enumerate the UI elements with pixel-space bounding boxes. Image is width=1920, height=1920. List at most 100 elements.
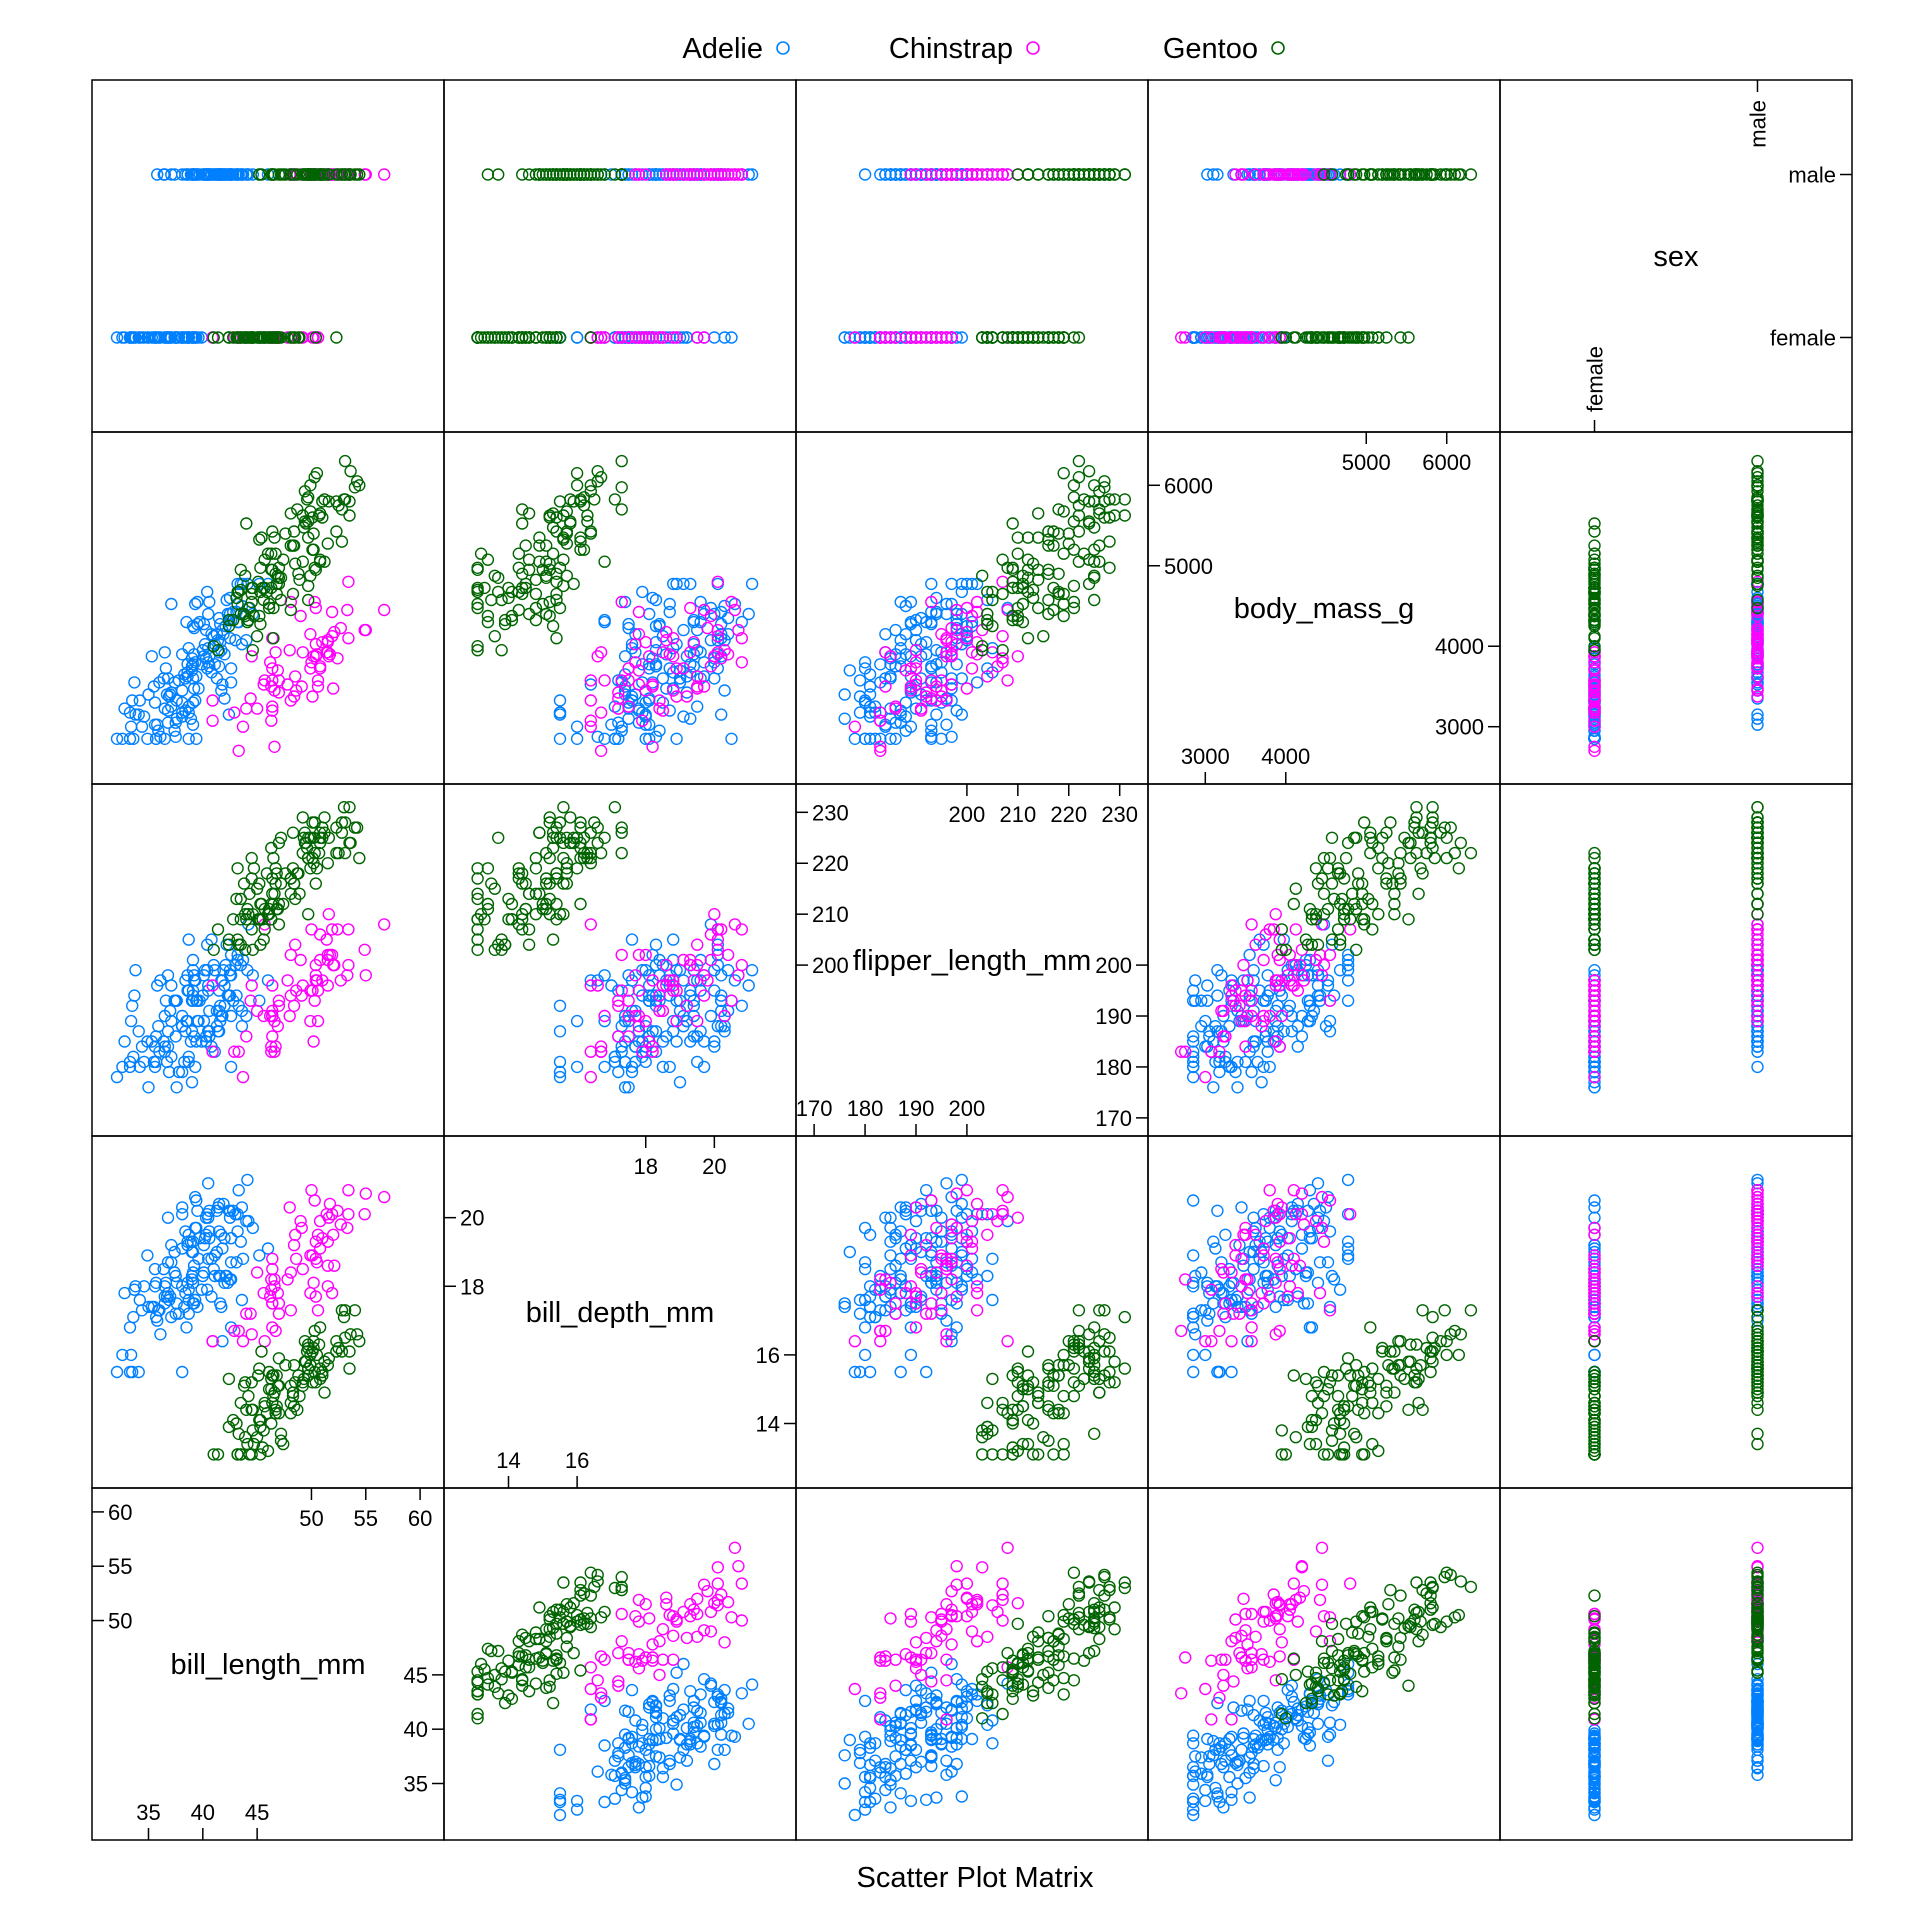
point-gentoo	[287, 331, 301, 344]
point-adelie	[224, 1060, 238, 1074]
point-gentoo	[546, 521, 560, 534]
point-chinstrap	[646, 1638, 659, 1651]
point-adelie	[848, 1808, 862, 1822]
point-gentoo	[322, 1352, 335, 1365]
point-adelie	[186, 1276, 200, 1290]
point-chinstrap	[378, 918, 391, 931]
legend-label-chinstrap: Chinstrap	[889, 33, 1013, 65]
point-chinstrap	[271, 664, 284, 677]
point-chinstrap	[639, 1597, 652, 1611]
point-adelie	[715, 1716, 728, 1729]
point-gentoo	[348, 168, 362, 181]
point-adelie	[656, 1770, 670, 1784]
point-chinstrap	[264, 656, 277, 669]
point-chinstrap	[970, 1197, 984, 1211]
point-chinstrap	[309, 601, 322, 615]
point-gentoo	[250, 1430, 264, 1444]
point-gentoo	[297, 831, 311, 844]
point-chinstrap	[1273, 1622, 1286, 1636]
point-gentoo	[1331, 1632, 1345, 1646]
point-gentoo	[207, 331, 220, 344]
point-adelie	[224, 1256, 238, 1269]
point-gentoo	[584, 826, 597, 839]
point-adelie	[735, 1687, 748, 1700]
point-gentoo	[1087, 593, 1101, 607]
point-gentoo	[343, 495, 356, 508]
point-gentoo	[258, 1400, 271, 1413]
point-adelie	[656, 672, 670, 685]
point-adelie	[643, 1732, 656, 1746]
point-chinstrap	[653, 1004, 666, 1018]
point-chinstrap	[290, 684, 303, 697]
point-chinstrap	[311, 680, 325, 693]
point-gentoo	[615, 826, 628, 839]
point-adelie	[570, 1794, 584, 1808]
point-adelie	[838, 1777, 851, 1790]
point-chinstrap	[691, 1630, 704, 1644]
point-adelie	[1341, 974, 1355, 987]
point-adelie	[673, 1751, 687, 1764]
point-gentoo	[254, 617, 267, 631]
point-chinstrap	[240, 1030, 253, 1043]
point-adelie	[221, 1276, 235, 1290]
point-chinstrap	[284, 1266, 297, 1279]
point-chinstrap	[646, 740, 659, 753]
point-gentoo	[1057, 609, 1070, 623]
point-chinstrap	[632, 1647, 646, 1661]
point-gentoo	[471, 640, 484, 653]
point-adelie	[231, 1225, 244, 1238]
point-gentoo	[594, 471, 608, 484]
point-adelie	[643, 718, 656, 731]
point-chinstrap	[691, 670, 704, 683]
legend-marker-gentoo	[1271, 41, 1285, 55]
point-chinstrap	[591, 979, 604, 992]
point-adelie	[721, 1706, 735, 1720]
point-chinstrap	[1297, 1218, 1311, 1231]
point-gentoo	[1052, 567, 1065, 580]
point-chinstrap	[639, 948, 652, 962]
point-chinstrap	[615, 984, 628, 997]
point-gentoo	[505, 613, 519, 627]
tick-label: 16	[756, 1343, 780, 1368]
point-chinstrap	[612, 702, 625, 715]
point-chinstrap	[677, 953, 690, 967]
point-adelie	[715, 1728, 728, 1741]
point-adelie	[1255, 1075, 1268, 1089]
point-gentoo	[306, 851, 319, 865]
point-chinstrap	[283, 1009, 296, 1023]
point-chinstrap	[266, 1297, 279, 1310]
point-adelie	[240, 1009, 253, 1023]
point-gentoo	[584, 331, 597, 344]
point-gentoo	[1323, 1376, 1337, 1389]
point-adelie	[843, 1733, 856, 1747]
point-adelie	[203, 168, 216, 181]
point-chinstrap	[960, 1577, 974, 1590]
point-adelie	[188, 1293, 202, 1307]
point-gentoo	[321, 857, 334, 870]
tick-label: 18	[460, 1274, 484, 1299]
point-adelie	[1261, 969, 1274, 982]
point-gentoo	[1464, 1580, 1478, 1594]
point-gentoo	[1021, 1345, 1035, 1358]
point-adelie	[1311, 1717, 1325, 1731]
point-adelie	[625, 933, 639, 946]
point-chinstrap	[680, 999, 694, 1012]
point-gentoo	[481, 862, 495, 875]
point-gentoo	[574, 816, 587, 829]
point-adelie	[639, 718, 652, 731]
point-chinstrap	[725, 595, 738, 609]
point-chinstrap	[584, 1045, 597, 1058]
point-adelie	[955, 1790, 968, 1803]
point-adelie	[694, 595, 707, 609]
point-gentoo	[594, 846, 608, 860]
point-adelie	[715, 605, 728, 619]
point-gentoo	[207, 1448, 220, 1461]
variable-name: bill_depth_mm	[526, 1297, 715, 1329]
point-adelie	[169, 1269, 182, 1283]
point-gentoo	[522, 168, 536, 181]
point-gentoo	[1082, 465, 1096, 478]
point-gentoo	[313, 555, 327, 568]
point-chinstrap	[311, 1228, 325, 1242]
point-gentoo	[222, 1372, 236, 1386]
tick-label: 230	[812, 800, 849, 825]
